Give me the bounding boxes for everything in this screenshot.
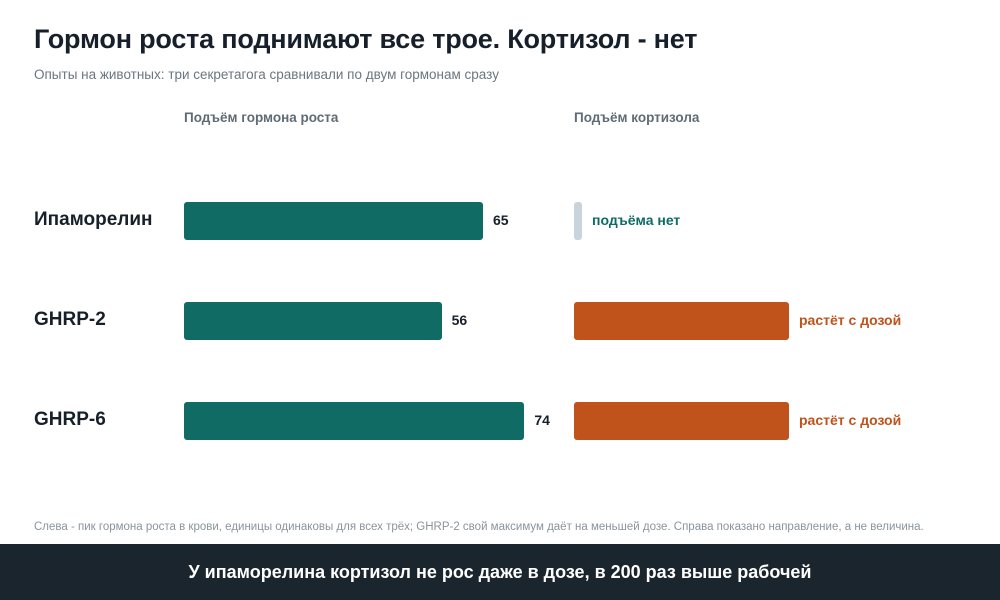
cortisol-label: растёт с дозой: [799, 412, 902, 428]
gh-bar: [184, 202, 483, 240]
cortisol-label: растёт с дозой: [799, 312, 902, 328]
chart-subtitle: Опыты на животных: три секретагога сравн…: [34, 67, 499, 82]
cortisol-column-heading: Подъём кортизола: [574, 110, 700, 125]
gh-value-label: 65: [493, 212, 509, 228]
cortisol-none-marker: [574, 202, 582, 240]
cortisol-label: подъёма нет: [592, 212, 681, 228]
row-label: GHRP-2: [34, 309, 106, 330]
conclusion-banner: У ипаморелина кортизол не рос даже в доз…: [0, 544, 1000, 600]
cortisol-rise-bar: [574, 402, 789, 440]
row-label: Ипаморелин: [34, 209, 153, 230]
cortisol-rise-bar: [574, 302, 789, 340]
footnote: Слева - пик гормона роста в крови, едини…: [34, 521, 924, 533]
gh-value-label: 56: [451, 312, 468, 328]
gh-value-label: 74: [534, 412, 550, 428]
gh-column-heading: Подъём гормона роста: [184, 110, 339, 125]
chart-title: Гормон роста поднимают все трое. Кортизо…: [34, 24, 698, 54]
gh-bar: [184, 302, 442, 340]
gh-bar: [184, 402, 525, 440]
conclusion-text: У ипаморелина кортизол не рос даже в доз…: [188, 561, 812, 582]
row-label: GHRP-6: [34, 409, 106, 430]
